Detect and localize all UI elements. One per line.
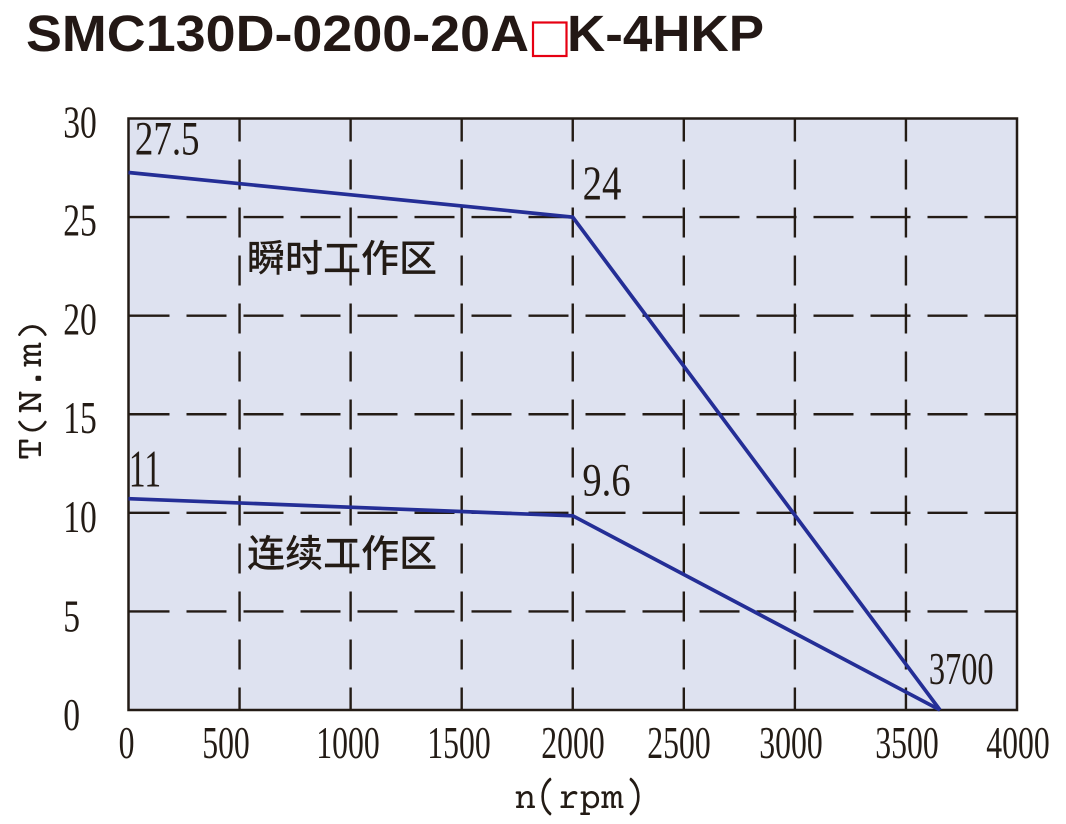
- svg-text:3700: 3700: [929, 645, 994, 694]
- svg-text:K-4HKP: K-4HKP: [567, 5, 764, 62]
- svg-text:500: 500: [202, 717, 250, 768]
- svg-text:9.6: 9.6: [582, 455, 630, 506]
- svg-text:24: 24: [583, 158, 622, 211]
- svg-text:20: 20: [63, 293, 97, 344]
- svg-text:3000: 3000: [759, 717, 822, 768]
- svg-text:3500: 3500: [875, 717, 938, 768]
- svg-text:1500: 1500: [427, 717, 490, 768]
- svg-text:30: 30: [63, 96, 97, 147]
- svg-text:15: 15: [63, 392, 97, 443]
- svg-text:1000: 1000: [316, 717, 379, 768]
- svg-text:2000: 2000: [541, 717, 604, 768]
- svg-text:10: 10: [63, 491, 97, 542]
- svg-text:11: 11: [129, 440, 161, 499]
- svg-text:5: 5: [63, 590, 80, 641]
- svg-text:SMC130D-0200-20A: SMC130D-0200-20A: [26, 5, 529, 62]
- svg-text:2500: 2500: [647, 717, 710, 768]
- svg-text:25: 25: [63, 194, 97, 245]
- svg-text:0: 0: [63, 689, 80, 740]
- svg-text:0: 0: [119, 717, 135, 768]
- svg-text:27.5: 27.5: [135, 113, 200, 166]
- svg-text:4000: 4000: [986, 717, 1049, 768]
